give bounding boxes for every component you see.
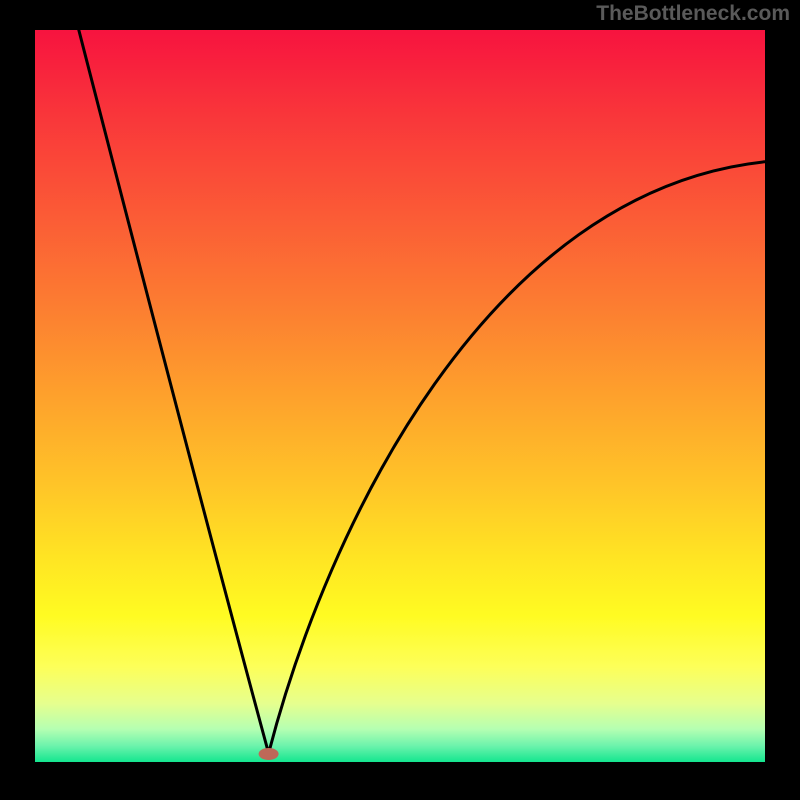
plot-area bbox=[35, 30, 765, 762]
vertex-marker bbox=[259, 748, 279, 760]
root-container: TheBottleneck.com bbox=[0, 0, 800, 800]
gradient-background bbox=[35, 30, 765, 762]
chart-svg bbox=[35, 30, 765, 762]
watermark-text: TheBottleneck.com bbox=[596, 2, 790, 26]
